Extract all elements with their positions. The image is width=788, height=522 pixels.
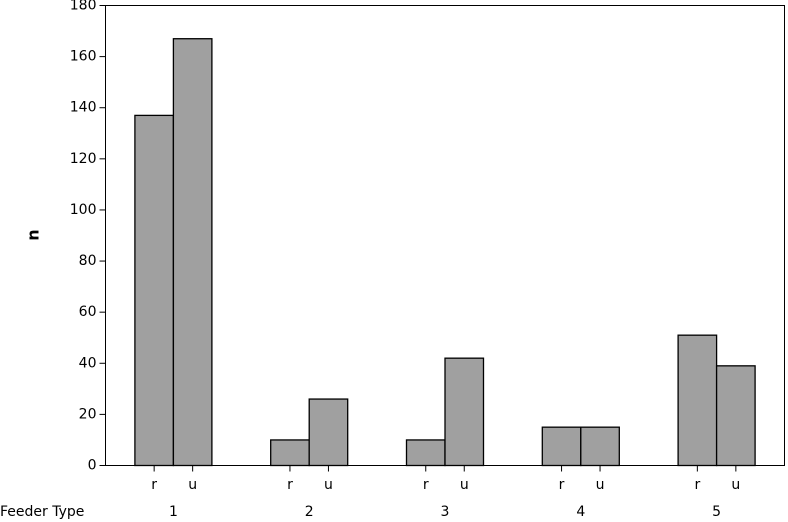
x-axis-label: Feeder Type <box>0 504 84 520</box>
sub-label: u <box>596 477 605 493</box>
bar <box>308 398 349 467</box>
y-tick-label: 40 <box>79 355 97 371</box>
y-tick-label: 180 <box>70 0 97 14</box>
y-tick-label: 60 <box>79 304 97 320</box>
group-label: 5 <box>712 504 721 520</box>
y-tick-label: 120 <box>70 151 97 167</box>
y-tick-label: 0 <box>88 458 97 474</box>
sub-label: u <box>324 477 333 493</box>
bar <box>715 365 756 467</box>
bar <box>677 334 718 467</box>
y-tick-label: 160 <box>70 49 97 65</box>
y-tick-label: 100 <box>70 202 97 218</box>
group-label: 4 <box>576 504 585 520</box>
y-tick-label: 20 <box>79 406 97 422</box>
sub-label: r <box>151 477 157 493</box>
bar <box>580 426 620 467</box>
sub-label: u <box>731 477 740 493</box>
bar <box>541 426 582 467</box>
y-axis-label: n <box>24 229 43 240</box>
sub-label: r <box>423 477 429 493</box>
bar <box>405 439 446 467</box>
sub-label: u <box>460 477 469 493</box>
bar <box>444 357 485 467</box>
group-label: 2 <box>305 504 314 520</box>
sub-label: u <box>188 477 197 493</box>
sub-label: r <box>559 477 565 493</box>
bar <box>172 38 213 467</box>
bar <box>270 439 310 467</box>
bar <box>134 114 175 467</box>
y-tick-label: 140 <box>70 100 97 116</box>
group-label: 3 <box>441 504 450 520</box>
sub-label: r <box>694 477 700 493</box>
y-tick-label: 80 <box>79 253 97 269</box>
group-label: 1 <box>169 504 178 520</box>
sub-label: r <box>287 477 293 493</box>
